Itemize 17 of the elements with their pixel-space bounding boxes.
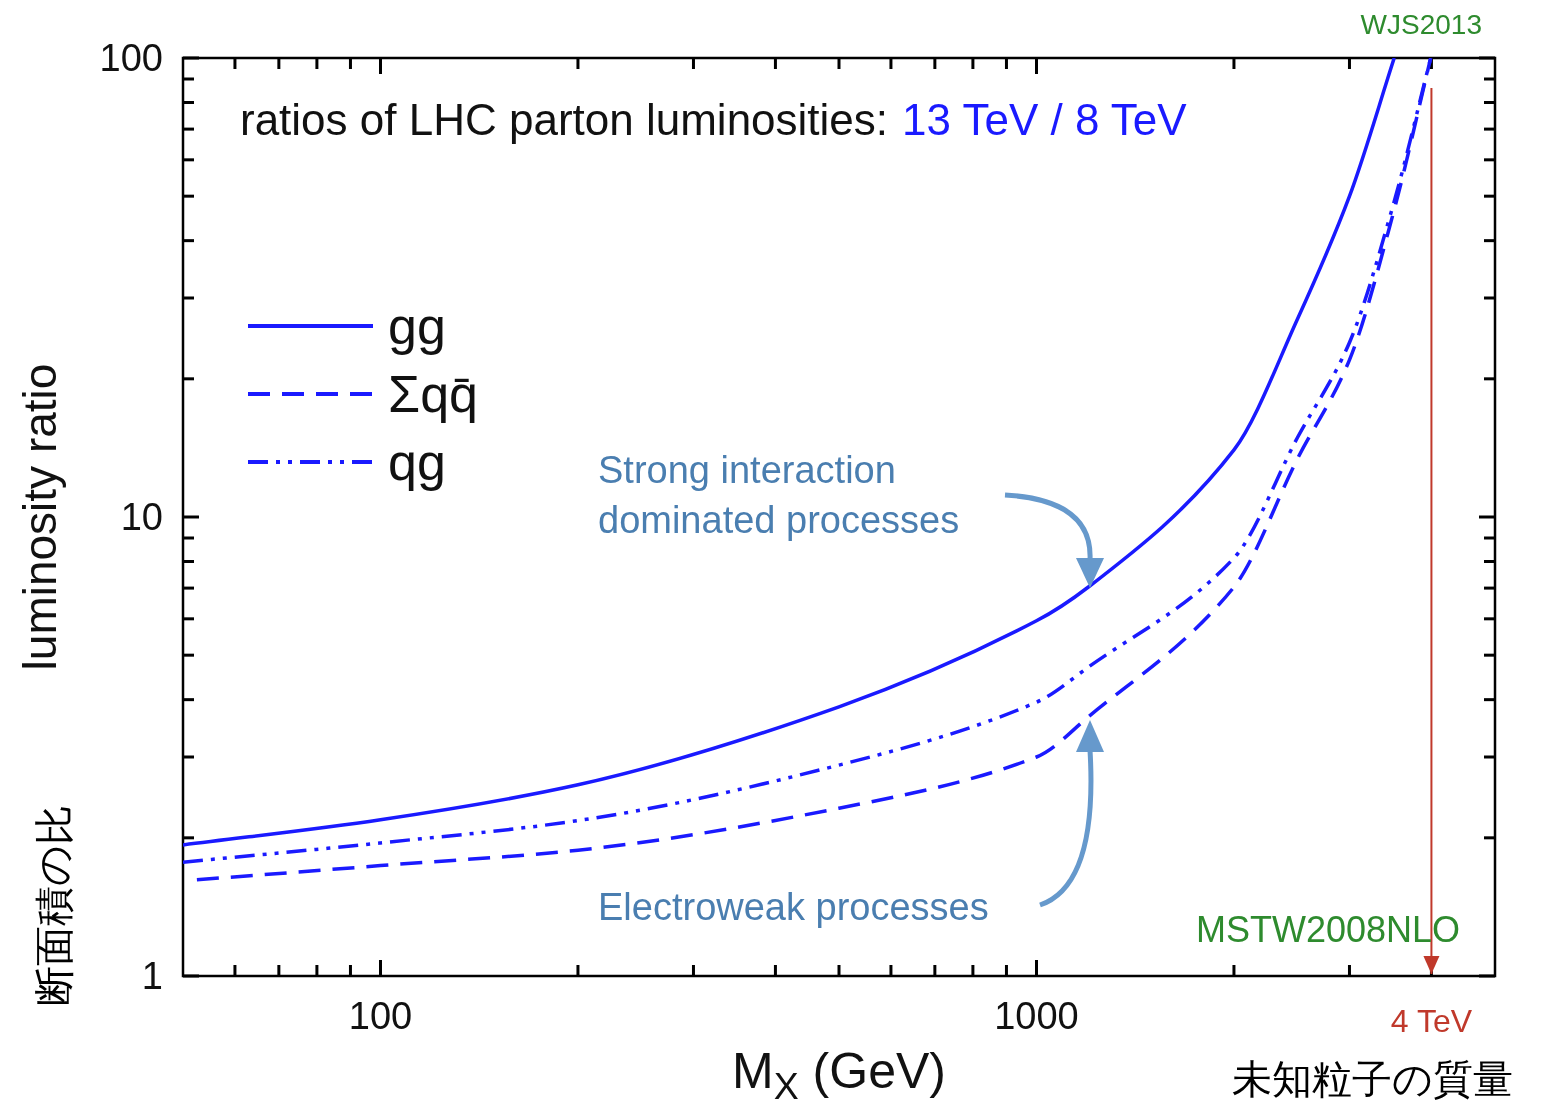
text: 未知粒子の質量 [1231, 1057, 1513, 1101]
text: 断面積の比 [32, 804, 76, 1006]
legend-label: Σqq̄ [388, 365, 478, 423]
y-axis-title: luminosity ratio [14, 363, 66, 671]
x-axis-title: M$_{X}$ (GeV) [732, 1043, 946, 1106]
text: WJS2013 [1360, 9, 1482, 40]
annotation: Strong interaction dominated processes [598, 449, 960, 541]
text: ratios of LHC parton luminosities: [240, 95, 889, 144]
text: 13 TeV / 8 TeV [902, 95, 1188, 144]
legend-label: gg [388, 297, 446, 355]
legend-label: qg [388, 433, 446, 491]
ref-line-label: 4 TeV [1390, 1003, 1473, 1039]
y-tick-label: 1 [141, 955, 163, 997]
x-tick-label: 1000 [994, 995, 1079, 1037]
y-tick-label: 100 [99, 37, 163, 79]
y-tick-label: 10 [120, 496, 163, 538]
annotation: Electroweak processes [598, 886, 989, 928]
